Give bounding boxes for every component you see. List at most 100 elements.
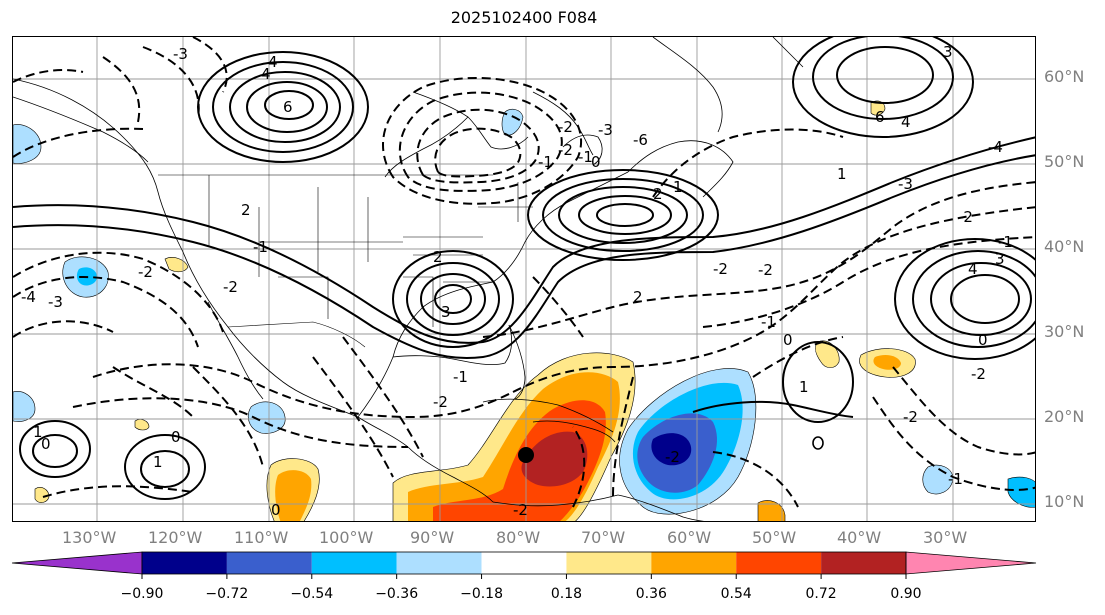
contour-label: 0: [978, 331, 988, 349]
colorbar-tick-label: 0.54: [720, 586, 752, 602]
colorbar: [11, 551, 1037, 579]
contour-label: -2: [558, 141, 573, 159]
colorbar-tick-label: 0.72: [805, 586, 837, 602]
colorbar-tick-label: 0.90: [890, 586, 922, 602]
contour-label: 3: [441, 303, 451, 321]
colorbar-segment: [736, 552, 822, 574]
political-borders: [158, 174, 533, 348]
colorbar-tick-label: 0.36: [635, 586, 667, 602]
lat-label: 20°N: [1044, 407, 1085, 426]
positive-anomaly-caribbean-max: [521, 431, 588, 487]
contour-label: 0: [171, 428, 181, 446]
contour-label: -2: [758, 261, 773, 279]
lon-label: 130°W: [62, 528, 117, 547]
map-title: 2025102400 F084: [450, 8, 598, 27]
dashed-contours: [13, 37, 1035, 508]
contour-label: -1: [253, 238, 268, 256]
colorbar-segment: [142, 552, 227, 574]
contour-label: 1: [33, 423, 43, 441]
lon-label: 110°W: [234, 528, 289, 547]
contour-label: -1: [453, 368, 468, 386]
colorbar-segment: [396, 552, 482, 574]
positive-anomaly-patch-east-inner: [873, 355, 901, 370]
positive-anomaly-patch-leeward: [757, 500, 786, 521]
lat-label: 60°N: [1044, 67, 1085, 86]
contour-label: 0: [591, 153, 601, 171]
contour-label: -1: [948, 470, 963, 488]
colorbar-ticks: [141, 574, 907, 579]
contour-label: 4: [268, 53, 278, 71]
contour-label: 2: [241, 201, 251, 219]
colorbar-extend-high: [905, 551, 1037, 575]
colorbar-outline: [141, 551, 907, 575]
lat-label: 30°N: [1044, 322, 1085, 341]
contour-label: 4: [261, 65, 271, 83]
colorbar-tick-label: −0.54: [290, 586, 334, 602]
negative-anomaly-patch-greenland: [501, 108, 524, 136]
lon-label: 40°W: [837, 528, 882, 547]
lon-label: 50°W: [752, 528, 797, 547]
lon-label: 80°W: [496, 528, 541, 547]
contour-label: -2: [558, 118, 573, 136]
contour-label: -1: [998, 233, 1013, 251]
colorbar-segment: [311, 552, 397, 574]
lon-label: 120°W: [148, 528, 203, 547]
lat-label: 50°N: [1044, 152, 1085, 171]
contour-label: -2: [223, 278, 238, 296]
contour-label: -3: [898, 175, 913, 193]
low-center-ring: [812, 436, 824, 450]
contour-label: 2: [653, 185, 663, 203]
negative-anomaly-patch-edge-left: [13, 391, 36, 422]
contour-label: 2: [433, 248, 443, 266]
contour-label: -6: [633, 131, 648, 149]
solid-contours: [13, 37, 1035, 500]
map-canvas: -3 4 6 -1 -2 -3 -6 2 -2 -1 0 -4 -3 1 3 6…: [13, 37, 1035, 521]
contour-label: 3: [995, 250, 1005, 268]
contour-label: 6: [283, 98, 293, 116]
lon-label: 100°W: [319, 528, 374, 547]
colorbar-segment: [566, 552, 652, 574]
negative-anomaly-patch-baja: [248, 401, 286, 434]
negative-anomaly-patch-north-left: [13, 124, 42, 164]
contour-label: -3: [48, 293, 63, 311]
contour-label: -2: [903, 408, 918, 426]
contour-label: 2: [633, 288, 643, 306]
colorbar-segment: [651, 552, 737, 574]
contour-label: 1: [673, 178, 683, 196]
contour-label: 4: [901, 113, 911, 131]
positive-anomaly-patch-pacific-inner: [275, 470, 312, 521]
shading-layer: [13, 100, 1035, 521]
colorbar-segment: [821, 552, 906, 574]
positive-anomaly-patch-small-nw: [164, 257, 189, 273]
contour-label: -1: [578, 148, 593, 166]
colorbar-tick-label: −0.36: [375, 586, 419, 602]
contour-label: -1: [761, 313, 776, 331]
colorbar-tick-label: −0.72: [205, 586, 249, 602]
contour-label: -2: [138, 263, 153, 281]
colorbar-tick-label: −0.90: [120, 586, 164, 602]
contour-label: -4: [988, 138, 1003, 156]
contour-label: -2: [958, 208, 973, 226]
negative-anomaly-atlantic-max: [651, 433, 692, 466]
lon-label: 70°W: [581, 528, 626, 547]
contour-labels: -3 4 6 -1 -2 -3 -6 2 -2 -1 0 -4 -3 1 3 6…: [21, 43, 1013, 519]
contour-label: 4: [968, 260, 978, 278]
colorbar-segment: [481, 552, 567, 574]
positive-anomaly-patch-small-pac: [134, 419, 150, 431]
lon-label: 30°W: [923, 528, 968, 547]
lon-label: 60°W: [667, 528, 712, 547]
contour-label: -2: [433, 393, 448, 411]
contour-label: 0: [271, 501, 281, 519]
storm-center-dot: [518, 447, 534, 463]
colorbar-segment: [226, 552, 312, 574]
contour-label: -4: [21, 288, 36, 306]
contour-label: 6: [875, 108, 885, 126]
colorbar-tick-label: −0.18: [460, 586, 503, 602]
map-panel: -3 4 6 -1 -2 -3 -6 2 -2 -1 0 -4 -3 1 3 6…: [12, 36, 1036, 522]
contour-label: -3: [598, 121, 613, 139]
lat-label: 10°N: [1044, 492, 1085, 511]
contour-label: -2: [665, 448, 680, 466]
positive-anomaly-patch-midatlantic: [815, 340, 840, 368]
positive-anomaly-caribbean-strong: [433, 400, 606, 521]
contour-label: -1: [538, 153, 553, 171]
